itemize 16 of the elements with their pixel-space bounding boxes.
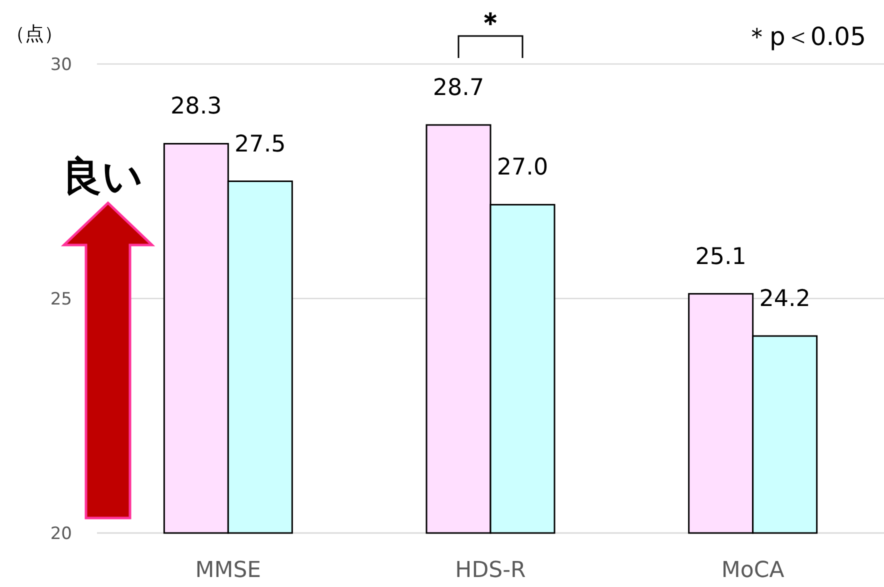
x-tick-label: HDS-R bbox=[455, 558, 526, 583]
data-label: 27.0 bbox=[496, 154, 548, 181]
data-label: 24.2 bbox=[759, 286, 810, 312]
x-tick-label: MoCA bbox=[721, 558, 784, 583]
y-tick-label: 30 bbox=[50, 55, 72, 75]
x-tick-label: MMSE bbox=[195, 558, 262, 583]
y-tick-label: 25 bbox=[50, 290, 72, 310]
text: ＊ bbox=[476, 6, 504, 39]
y-tick-label: 20 bbox=[50, 524, 72, 544]
data-label: 27.5 bbox=[234, 131, 286, 158]
data-label: 28.7 bbox=[432, 74, 484, 101]
data-label: 25.1 bbox=[695, 244, 746, 270]
y-axis-title: （点） bbox=[6, 23, 63, 45]
data-label: 28.3 bbox=[170, 94, 222, 120]
text: ＊p＜0.05 bbox=[744, 22, 866, 51]
annotation: 良い bbox=[62, 154, 143, 200]
